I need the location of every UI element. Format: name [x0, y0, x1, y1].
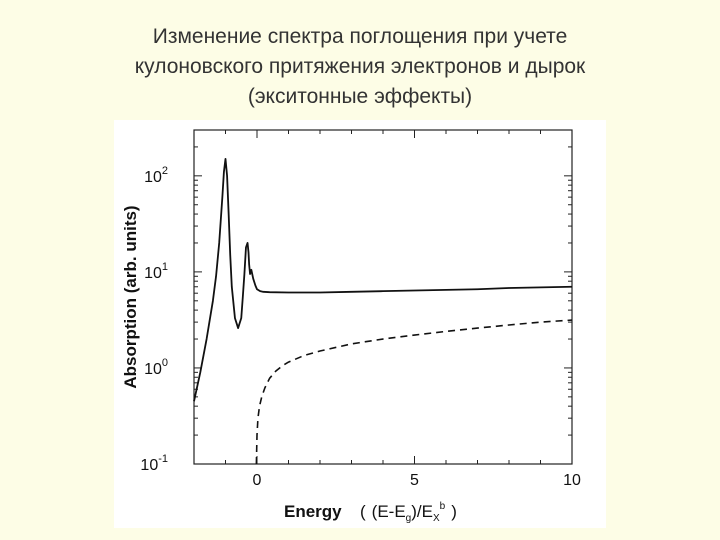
y-tick-exp: -1 — [158, 453, 168, 465]
title-line-1: Изменение спектра поглощения при учете — [152, 25, 568, 48]
series-line-dashed — [255, 319, 573, 465]
x-axis-formula: ((E-Eg)/EXb) — [360, 501, 457, 524]
y-tick-exp: 1 — [162, 261, 168, 273]
plot-frame — [193, 129, 573, 465]
x-tick-label: 10 — [563, 472, 581, 489]
x-tick-label: 0 — [253, 472, 262, 489]
y-tick-exp: 0 — [162, 357, 168, 369]
slide-title: Изменение спектра поглощения при учете к… — [60, 22, 660, 112]
x-tick-label: 5 — [410, 472, 419, 489]
x-formula-sup-b: b — [440, 501, 446, 512]
y-tick-exp: 2 — [162, 165, 168, 177]
title-line-2: кулоновского притяжения электронов и дыр… — [134, 55, 586, 78]
y-tick-base: 10 — [140, 457, 158, 474]
x-formula-part-1: (E-E — [372, 502, 406, 521]
x-formula-sub-g: g — [406, 513, 412, 524]
y-tick-base: 10 — [144, 265, 162, 282]
x-formula-part-2: )/E — [411, 502, 433, 521]
y-tick-base: 10 — [144, 361, 162, 378]
y-tick-label: 10-1 — [140, 453, 168, 474]
y-tick-label: 101 — [144, 261, 168, 282]
title-line-3: (экситонные эффекты) — [247, 85, 473, 108]
y-tick-label: 100 — [144, 357, 168, 378]
x-formula-close: ) — [451, 502, 457, 521]
x-formula-sub-x: X — [433, 513, 440, 524]
y-tick-label: 102 — [144, 165, 168, 186]
series-line-solid — [193, 158, 573, 402]
chart-panel: 0 5 10 10-1 100 101 102 Absorption (arb. units… — [114, 120, 606, 528]
y-axis-label: Absorption (arb. units) — [121, 205, 140, 388]
x-axis-label: Energy — [284, 502, 342, 521]
y-tick-base: 10 — [144, 169, 162, 186]
